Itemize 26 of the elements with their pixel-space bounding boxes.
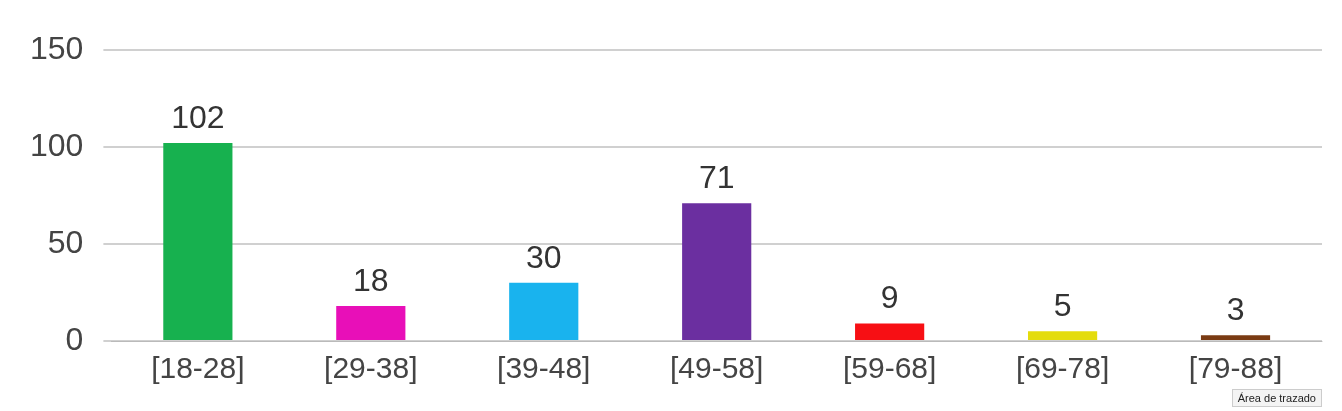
y-tick-label: 150 (30, 29, 84, 66)
data-label: 71 (698, 159, 735, 196)
data-label: 102 (171, 98, 225, 135)
data-label: 5 (1053, 287, 1072, 324)
bar (1200, 335, 1271, 340)
bar (163, 143, 233, 340)
data-label: 9 (880, 279, 899, 316)
x-tick-label: [39-48] (497, 351, 591, 385)
y-tick-label: 100 (30, 126, 84, 163)
x-tick-label: [59-68] (842, 351, 937, 385)
x-tick-label: [49-58] (669, 351, 764, 385)
y-tick-label: 50 (47, 223, 84, 260)
bar (682, 203, 752, 340)
data-label: 30 (525, 238, 562, 275)
data-label: 3 (1226, 291, 1245, 328)
y-tick-label: 0 (65, 320, 84, 357)
bar (336, 306, 406, 340)
text: Área de trazado (1231, 389, 1322, 407)
bar (855, 323, 925, 340)
x-tick-label: [29-38] (324, 351, 418, 385)
bar (509, 282, 579, 340)
x-tick-label: [18-28] (151, 351, 245, 385)
x-tick-label: [69-78] (1015, 351, 1110, 385)
bar (1027, 331, 1098, 340)
data-label: 18 (353, 261, 389, 298)
x-tick-label: [79-88] (1188, 351, 1283, 385)
